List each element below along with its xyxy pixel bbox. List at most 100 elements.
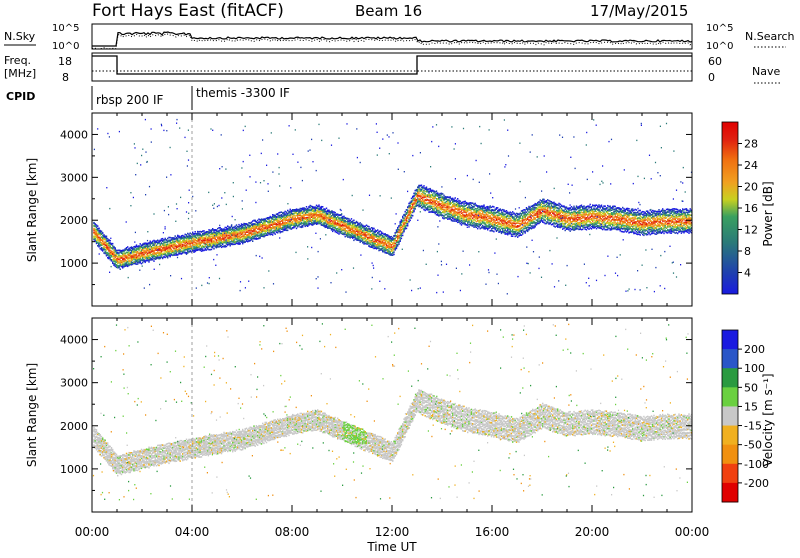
echo-cell (291, 213, 292, 215)
echo-cell (326, 223, 327, 225)
echo-cell (96, 232, 97, 234)
echo-cell (433, 212, 434, 214)
echo-cell (300, 223, 301, 225)
echo-cell (443, 218, 444, 220)
echo-cell (378, 233, 379, 235)
echo-cell (187, 236, 188, 238)
echo-cell (413, 196, 414, 198)
echo-cell (395, 238, 396, 240)
echo-cell (156, 245, 157, 247)
echo-cell (102, 237, 103, 239)
echo-cell (292, 216, 293, 218)
echo-cell (233, 241, 234, 243)
echo-cell (327, 218, 328, 220)
echo-cell (177, 240, 178, 242)
echo-cell (271, 234, 272, 236)
echo-cell (401, 229, 402, 231)
echo-cell (415, 200, 416, 202)
echo-cell (132, 256, 133, 258)
echo-cell (266, 224, 267, 226)
echo-cell (348, 236, 349, 238)
echo-cell (397, 241, 398, 243)
echo-cell (153, 255, 154, 257)
echo-cell (142, 247, 143, 249)
echo-cell (110, 259, 111, 261)
echo-cell (218, 230, 219, 232)
echo-cell (271, 227, 272, 229)
echo-cell (387, 241, 388, 243)
echo-cell (198, 231, 199, 233)
echo-cell (412, 207, 413, 209)
echo-cell (150, 241, 151, 243)
echo-cell (220, 237, 221, 239)
echo-cell (427, 195, 428, 197)
echo-cell (112, 259, 113, 261)
cpid-segment-rbsp: rbsp 200 IF (96, 93, 163, 107)
echo-cell (183, 252, 184, 254)
echo-cell (250, 222, 251, 224)
echo-cell (247, 236, 248, 238)
echo-cell (272, 224, 273, 226)
echo-cell (216, 247, 217, 249)
echo-cell (405, 211, 406, 213)
echo-cell (128, 264, 129, 266)
echo-cell (345, 228, 346, 230)
echo-cell (291, 210, 292, 212)
echo-cell (248, 240, 249, 242)
echo-cell (200, 248, 201, 250)
echo-cell (303, 218, 304, 220)
echo-cell (368, 240, 369, 242)
echo-cell (125, 262, 126, 264)
echo-cell (337, 221, 338, 223)
echo-cell (160, 254, 161, 256)
echo-cell (385, 250, 386, 252)
echo-cell (305, 224, 306, 226)
echo-cell (188, 248, 189, 250)
echo-cell (215, 232, 216, 234)
echo-cell (351, 226, 352, 228)
echo-cell (307, 220, 308, 222)
echo-cell (288, 215, 289, 217)
echo-cell (390, 243, 391, 245)
echo-cell (337, 223, 338, 225)
echo-cell (317, 223, 318, 225)
echo-cell (146, 254, 147, 256)
echo-cell (330, 212, 331, 214)
echo-cell (181, 253, 182, 255)
echo-cell (245, 233, 246, 235)
echo-cell (163, 256, 164, 258)
echo-cell (340, 224, 341, 226)
echo-cell (433, 192, 434, 194)
echo-cell (413, 198, 414, 200)
echo-cell (97, 237, 98, 239)
echo-cell (342, 226, 343, 228)
echo-cell (320, 209, 321, 211)
echo-cell (202, 250, 203, 252)
echo-cell (245, 226, 246, 228)
echo-cell (443, 198, 444, 200)
echo-cell (221, 233, 222, 235)
echo-cell (256, 224, 257, 226)
echo-cell (182, 240, 183, 242)
echo-cell (180, 236, 181, 238)
echo-cell (307, 208, 308, 210)
echo-cell (430, 211, 431, 213)
echo-cell (102, 240, 103, 242)
echo-cell (318, 214, 319, 216)
echo-cell (328, 222, 329, 224)
echo-cell (142, 262, 143, 264)
echo-cell (355, 238, 356, 240)
echo-cell (118, 254, 119, 256)
echo-cell (115, 259, 116, 261)
echo-cell (388, 236, 389, 238)
echo-cell (422, 201, 423, 203)
echo-cell (157, 255, 158, 257)
echo-cell (142, 260, 143, 262)
echo-cell (208, 232, 209, 234)
echo-cell (205, 248, 206, 250)
echo-cell (400, 231, 401, 233)
echo-cell (106, 249, 107, 251)
echo-cell (176, 240, 177, 242)
echo-cell (323, 212, 324, 214)
echo-cell (378, 239, 379, 241)
